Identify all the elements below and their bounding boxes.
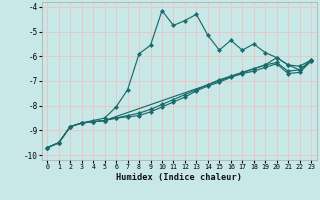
X-axis label: Humidex (Indice chaleur): Humidex (Indice chaleur)	[116, 173, 242, 182]
